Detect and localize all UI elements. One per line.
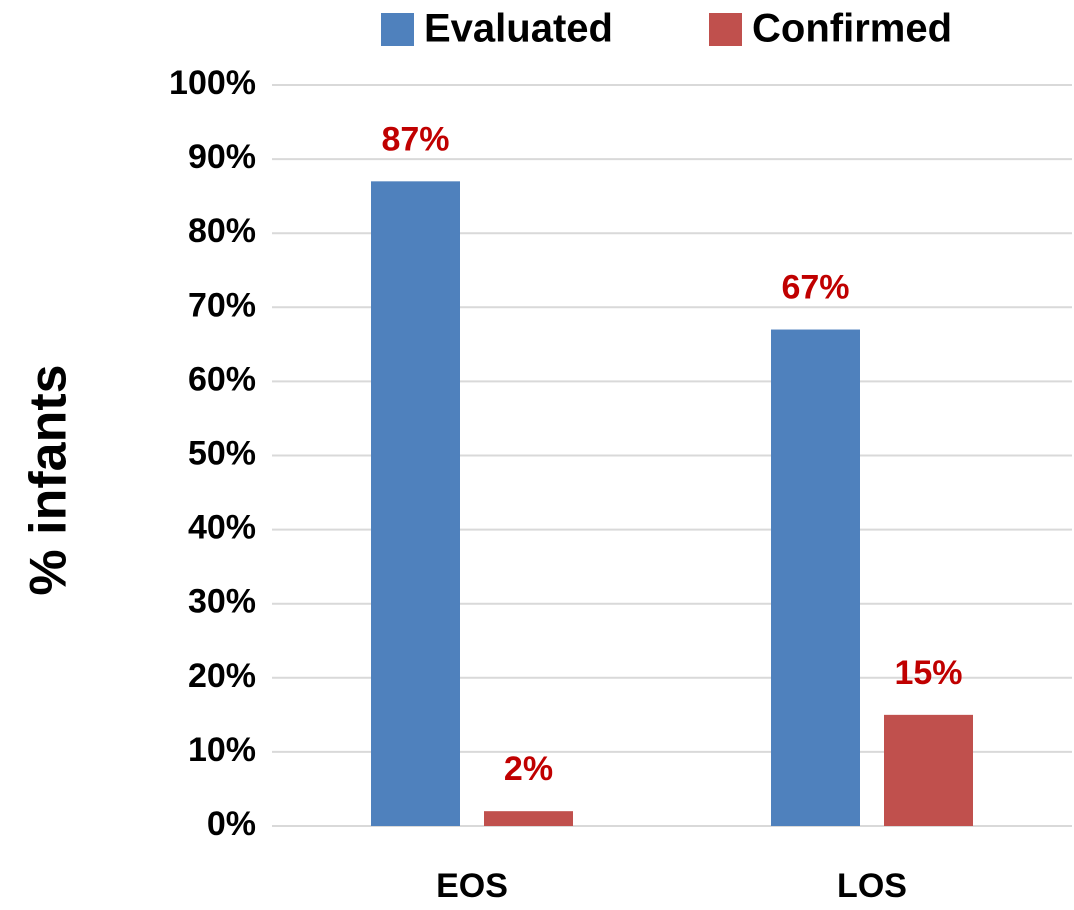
legend-label: Evaluated [424,7,613,51]
legend-swatch [381,13,414,46]
bar [371,181,460,826]
x-tick-label: LOS [837,867,907,905]
x-tick-label: EOS [436,867,508,905]
y-tick-label: 80% [188,212,256,250]
y-axis-label: % infants [20,364,78,595]
y-tick-label: 60% [188,360,256,398]
y-tick-label: 50% [188,434,256,472]
y-tick-label: 0% [207,805,256,843]
y-tick-label: 20% [188,657,256,695]
bar [771,329,860,826]
y-tick-label: 100% [169,64,256,102]
value-label: 67% [781,269,849,307]
y-tick-label: 30% [188,583,256,621]
y-tick-label: 90% [188,138,256,176]
y-tick-label: 70% [188,286,256,324]
bar [484,811,573,826]
legend-swatch [709,13,742,46]
bar [884,714,973,826]
value-label: 87% [381,120,449,158]
value-label: 15% [894,654,962,692]
value-label: 2% [504,750,553,788]
legend-label: Confirmed [752,7,952,51]
y-tick-label: 10% [188,731,256,769]
y-tick-label: 40% [188,509,256,547]
